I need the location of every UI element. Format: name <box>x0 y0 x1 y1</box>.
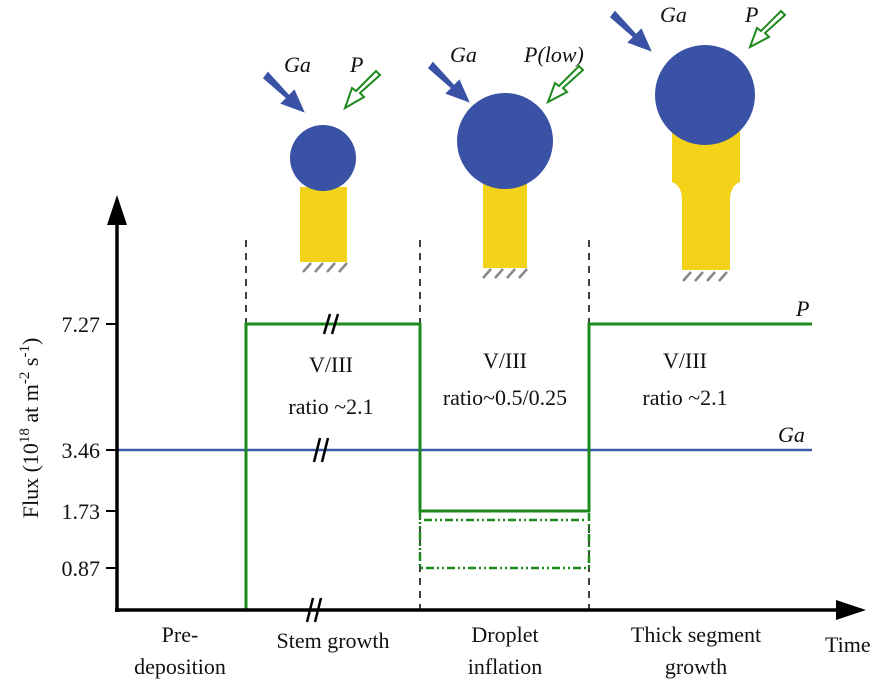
p-label: P(low) <box>523 42 584 67</box>
droplet <box>655 45 755 145</box>
x-axis-arrow <box>836 600 866 620</box>
x-axis-label: Time <box>825 632 871 657</box>
phase-label: Pre- <box>162 622 199 647</box>
ratio-text: V/III <box>309 352 353 377</box>
sketch-stem: Ga P <box>262 52 382 273</box>
droplet <box>290 125 356 191</box>
y-axis-arrow <box>107 195 127 225</box>
droplet <box>457 93 553 189</box>
wire <box>300 187 347 262</box>
axis-break <box>322 313 340 335</box>
label-part: s <box>18 358 43 372</box>
y-ticks: 7.27 3.46 1.73 0.87 <box>62 312 117 581</box>
label-part: Flux (10 <box>18 443 43 518</box>
axis-break <box>312 437 330 463</box>
y-tick-label: 1.73 <box>62 499 101 524</box>
p-label: P <box>744 2 758 27</box>
substrate <box>682 271 728 282</box>
phase-label: Thick segment <box>631 622 761 647</box>
label-part: at m <box>18 384 43 428</box>
sketch-thick: Ga P <box>609 2 787 282</box>
y-tick-label: 0.87 <box>62 556 101 581</box>
ratio-text: ratio ~2.1 <box>642 385 727 410</box>
phase-label: inflation <box>468 654 543 679</box>
ga-arrow <box>609 10 652 52</box>
p-arrow <box>546 64 585 105</box>
wire <box>672 128 740 270</box>
ga-arrow <box>427 61 470 103</box>
substrate <box>482 268 528 279</box>
ratio-text: ratio~0.5/0.25 <box>443 385 567 410</box>
ratio-text: V/III <box>663 348 707 373</box>
phase-label: Droplet <box>471 622 538 647</box>
sketch-inflation: Ga P(low) <box>427 42 585 279</box>
ga-arrow <box>262 71 305 113</box>
ga-label: Ga <box>450 42 477 67</box>
label-sup: 18 <box>17 428 33 443</box>
y-axis-label: Flux (1018 at m-2 s-1) <box>17 338 43 519</box>
y-tick-label: 7.27 <box>62 312 101 337</box>
p-series-label: P <box>795 296 809 321</box>
phase-label: deposition <box>134 654 226 679</box>
wire <box>483 178 527 268</box>
label-part: ) <box>18 338 43 345</box>
p-arrow <box>748 9 787 50</box>
phase-label: Stem growth <box>276 628 389 653</box>
ga-series-label: Ga <box>778 422 805 447</box>
ga-label: Ga <box>284 52 311 77</box>
ratio-text: ratio ~2.1 <box>288 394 373 419</box>
ga-label: Ga <box>660 2 687 27</box>
p-flux-low-line <box>418 511 591 570</box>
substrate <box>302 262 348 273</box>
p-label: P <box>349 52 363 77</box>
label-sup: -1 <box>17 345 33 358</box>
p-flux-line <box>117 322 812 612</box>
y-tick-label: 3.46 <box>62 438 101 463</box>
label-sup: -2 <box>17 372 33 385</box>
ratio-text: V/III <box>483 348 527 373</box>
p-arrow <box>343 69 382 111</box>
phase-label: growth <box>665 654 727 679</box>
